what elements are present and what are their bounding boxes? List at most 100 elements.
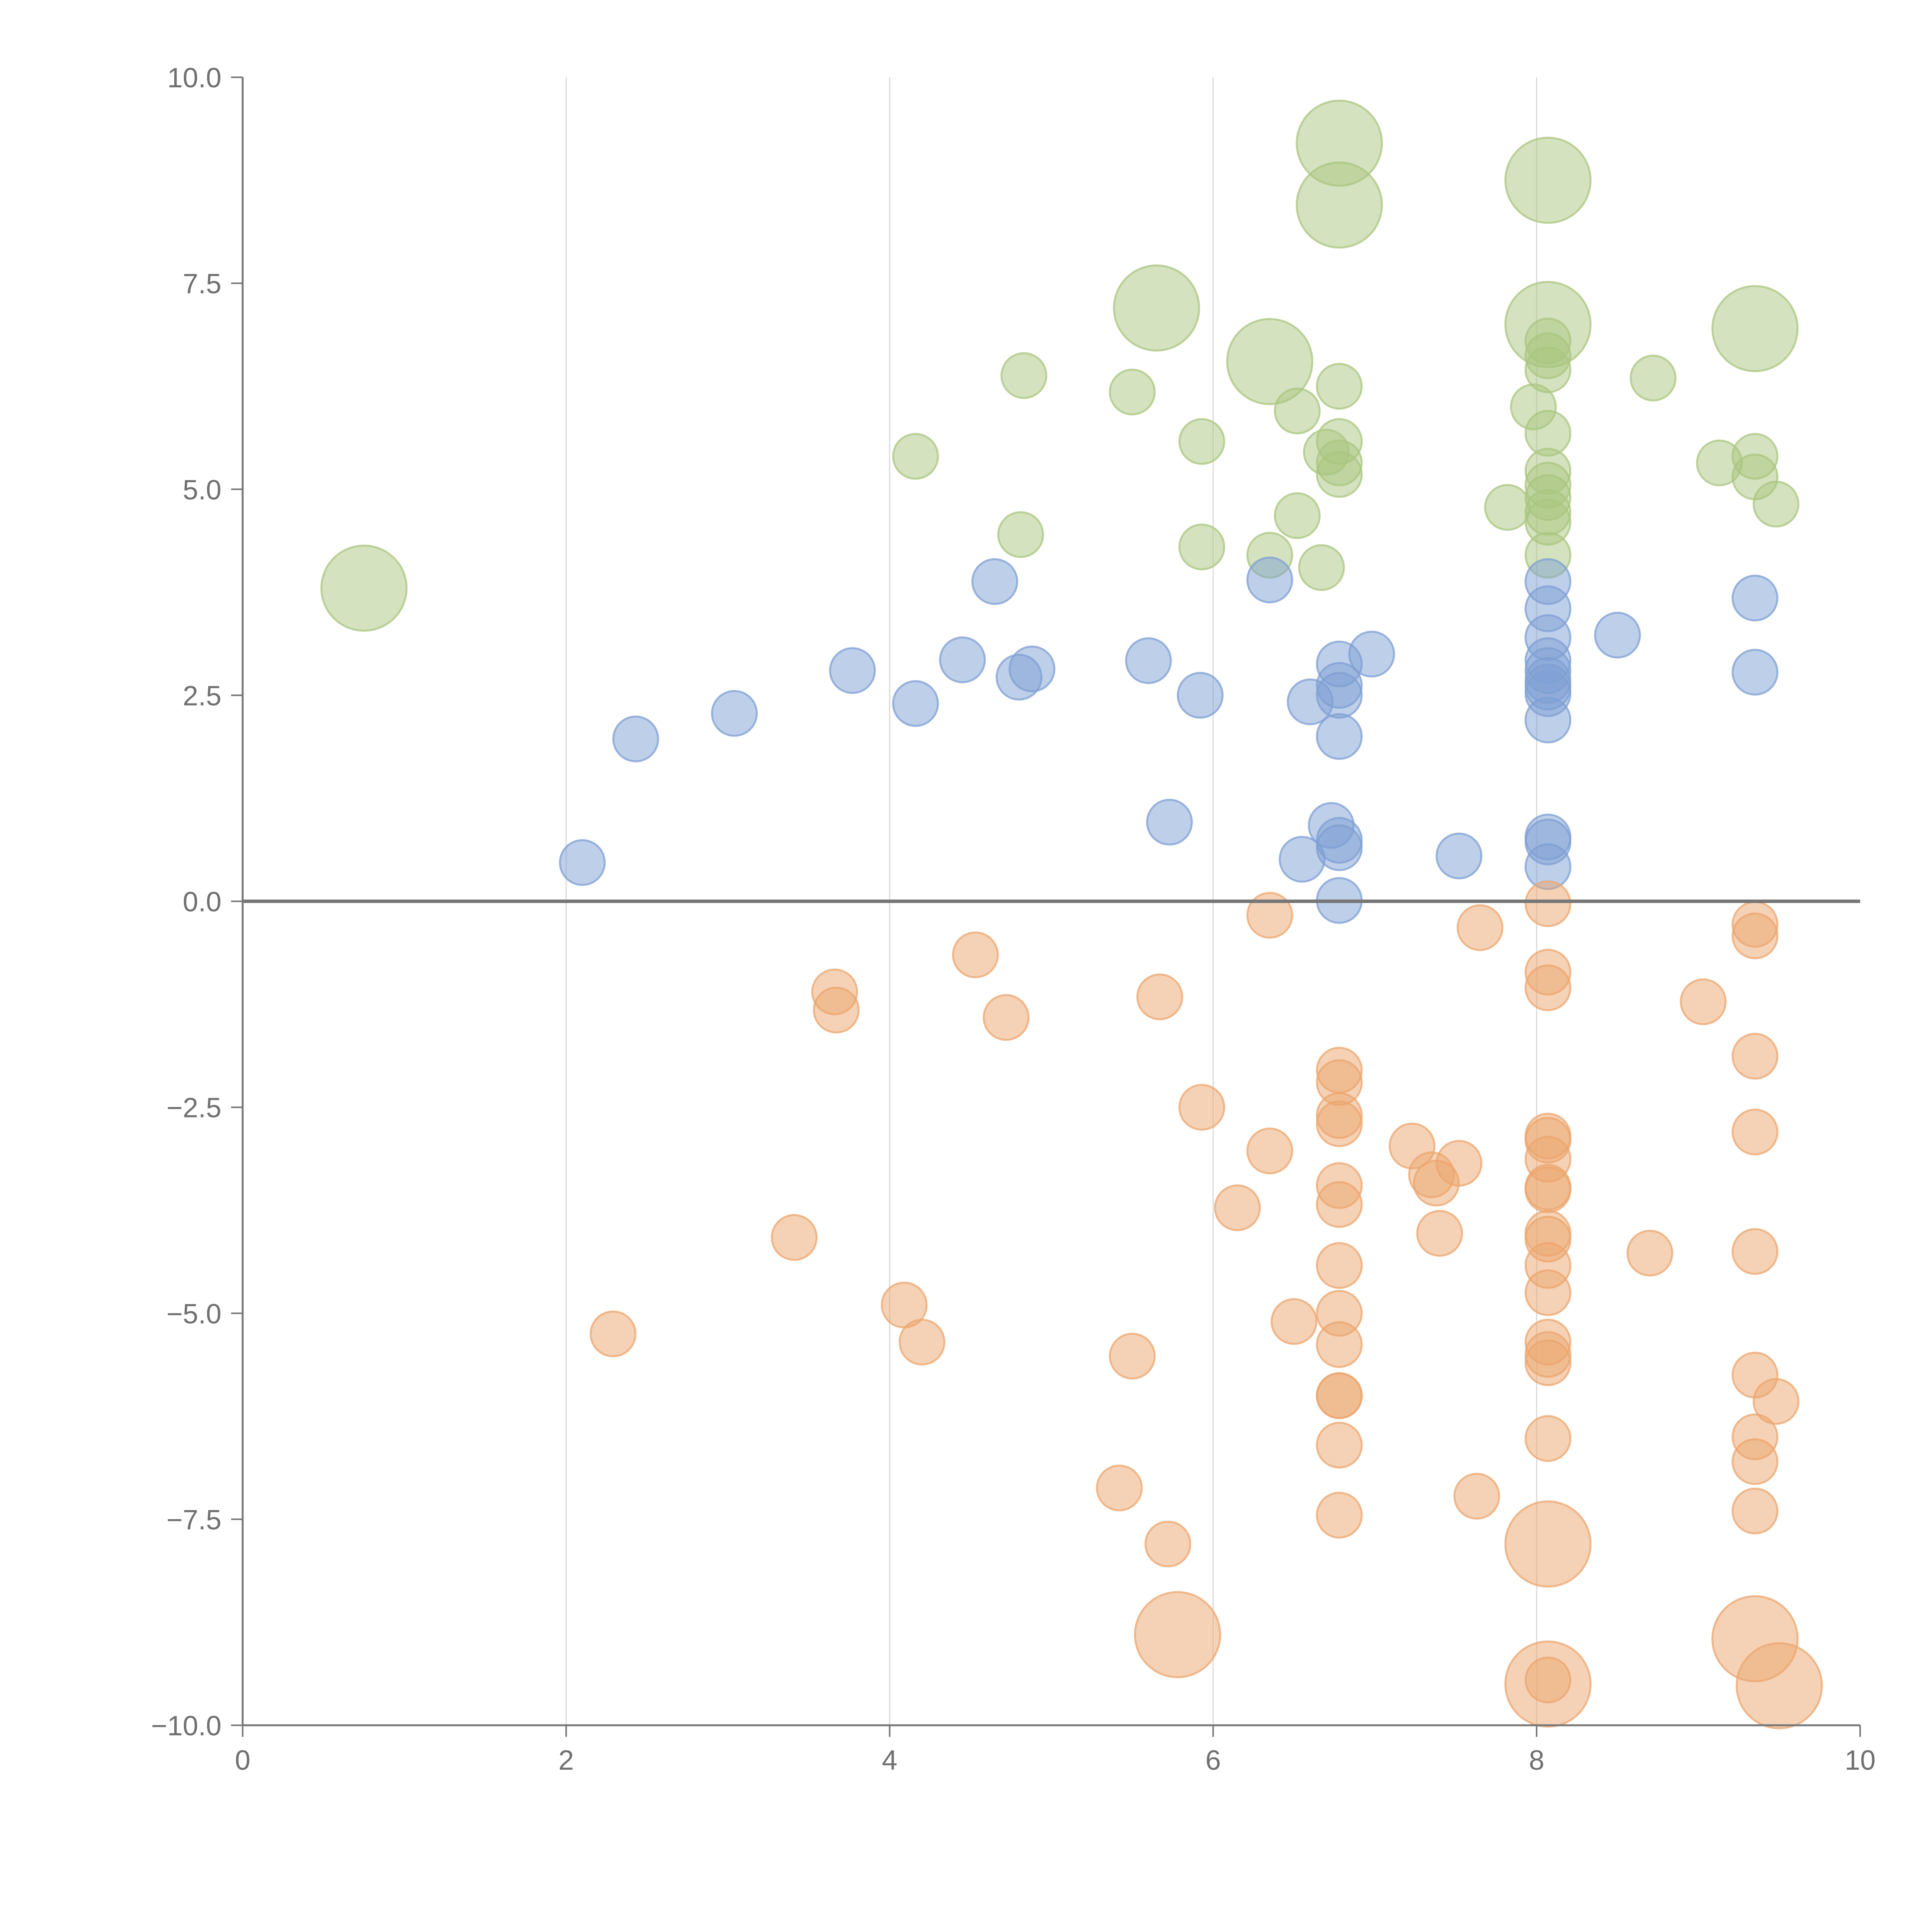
scatter-point (1178, 524, 1225, 571)
scatter-point (1456, 904, 1503, 951)
scatter-point (1594, 612, 1641, 659)
scatter-point (1316, 1372, 1363, 1419)
scatter-point (1009, 645, 1056, 692)
scatter-point (1504, 1500, 1592, 1588)
scatter-point (1626, 1230, 1673, 1277)
x-tick-label: 8 (1529, 1745, 1544, 1776)
scatter-point (1316, 1181, 1363, 1228)
scatter-point (1316, 451, 1363, 498)
scatter-point (1316, 672, 1363, 719)
y-tick-label: 7.5 (183, 269, 221, 299)
x-tick-label: 0 (235, 1745, 250, 1776)
scatter-point (997, 511, 1044, 558)
scatter-point (1316, 713, 1363, 760)
scatter-point (1453, 1473, 1500, 1520)
scatter-point (939, 636, 986, 684)
scatter-point (1524, 1339, 1571, 1386)
scatter-point (1178, 1084, 1225, 1131)
scatter-point (971, 558, 1018, 605)
scatter-point (711, 690, 758, 737)
scatter-point (1000, 352, 1048, 399)
scatter-point (1316, 1242, 1363, 1289)
scatter-point (983, 994, 1030, 1041)
y-tick-label: 5.0 (183, 474, 221, 505)
scatter-point (1274, 388, 1321, 435)
x-tick-label: 10 (1845, 1745, 1876, 1776)
scatter-point (1316, 1492, 1363, 1539)
scatter-point (1731, 1488, 1779, 1535)
scatter-point (952, 931, 999, 978)
scatter-point (1316, 1100, 1363, 1147)
scatter-point (1270, 1298, 1318, 1345)
scatter-point (1629, 354, 1677, 401)
y-tick-label: 2.5 (183, 680, 221, 711)
scatter-point (892, 680, 939, 727)
scatter-point (1731, 1032, 1779, 1080)
scatter-point (1316, 1321, 1363, 1368)
scatter-point (1416, 1210, 1463, 1257)
scatter-point (1113, 264, 1200, 352)
scatter-point (1524, 880, 1571, 927)
scatter-point (1524, 1166, 1571, 1213)
scatter-point (1680, 978, 1727, 1026)
scatter-point (1524, 1656, 1571, 1704)
scatter-point (1298, 544, 1345, 591)
scatter-point (770, 1214, 818, 1261)
scatter-point (1524, 696, 1571, 743)
scatter-point (1731, 912, 1779, 959)
scatter-point (1177, 672, 1224, 719)
scatter-point (1144, 1520, 1191, 1568)
scatter-point (1731, 1438, 1779, 1485)
scatter-point (1274, 492, 1321, 539)
y-tick-label: −10.0 (151, 1711, 221, 1742)
scatter-point (1296, 161, 1383, 249)
scatter-point (1316, 1422, 1363, 1469)
scatter-point (813, 986, 860, 1034)
y-tick-label: −2.5 (167, 1093, 221, 1124)
scatter-point (1134, 1591, 1221, 1679)
scatter-point (1484, 484, 1531, 531)
scatter-point (1731, 575, 1779, 622)
scatter-point (612, 715, 659, 762)
scatter-point (1504, 136, 1592, 224)
scatter-point (829, 647, 876, 694)
scatter-point (1524, 1415, 1571, 1462)
scatter-point (559, 839, 606, 886)
points-layer (320, 99, 1823, 1730)
scatter-point (1731, 649, 1779, 696)
scatter-point (1316, 363, 1363, 410)
scatter-point (1125, 637, 1172, 684)
scatter-point (1752, 1378, 1799, 1425)
x-tick-label: 6 (1206, 1745, 1221, 1776)
scatter-point (898, 1318, 946, 1366)
scatter-point (1136, 973, 1183, 1020)
scatter-point (1178, 418, 1225, 465)
scatter-point (1246, 1128, 1293, 1175)
scatter-point (1246, 556, 1293, 604)
scatter-point (1226, 318, 1313, 405)
scatter-point (1279, 836, 1326, 883)
scatter-point (1109, 369, 1156, 416)
x-tick-label: 2 (558, 1745, 574, 1776)
scatter-point (1096, 1464, 1143, 1512)
scatter-point (1146, 799, 1193, 846)
scatter-point (1731, 1228, 1779, 1275)
scatter-point (1246, 892, 1293, 939)
scatter-point (892, 433, 939, 480)
scatter-point (1109, 1333, 1156, 1380)
scatter-point (1214, 1184, 1261, 1231)
y-tick-label: −7.5 (167, 1505, 221, 1536)
x-tick-label: 4 (882, 1745, 897, 1776)
scatter-point (1435, 832, 1483, 879)
scatter-point (1731, 1109, 1779, 1156)
y-tick-label: −5.0 (167, 1299, 221, 1330)
scatter-point (1413, 1160, 1460, 1207)
axis-layer: 0 2 4 6 8 10 10.0 7.5 5.0 2.5 0.0 −2.5 −5.0 −7.5 −10.0 (151, 63, 1876, 1776)
y-tick-label: 10.0 (167, 63, 221, 94)
scatter-point (1524, 1269, 1571, 1316)
scatter-point (1752, 481, 1799, 528)
y-tick-label: 0.0 (183, 887, 221, 918)
scatter-point (320, 544, 408, 632)
